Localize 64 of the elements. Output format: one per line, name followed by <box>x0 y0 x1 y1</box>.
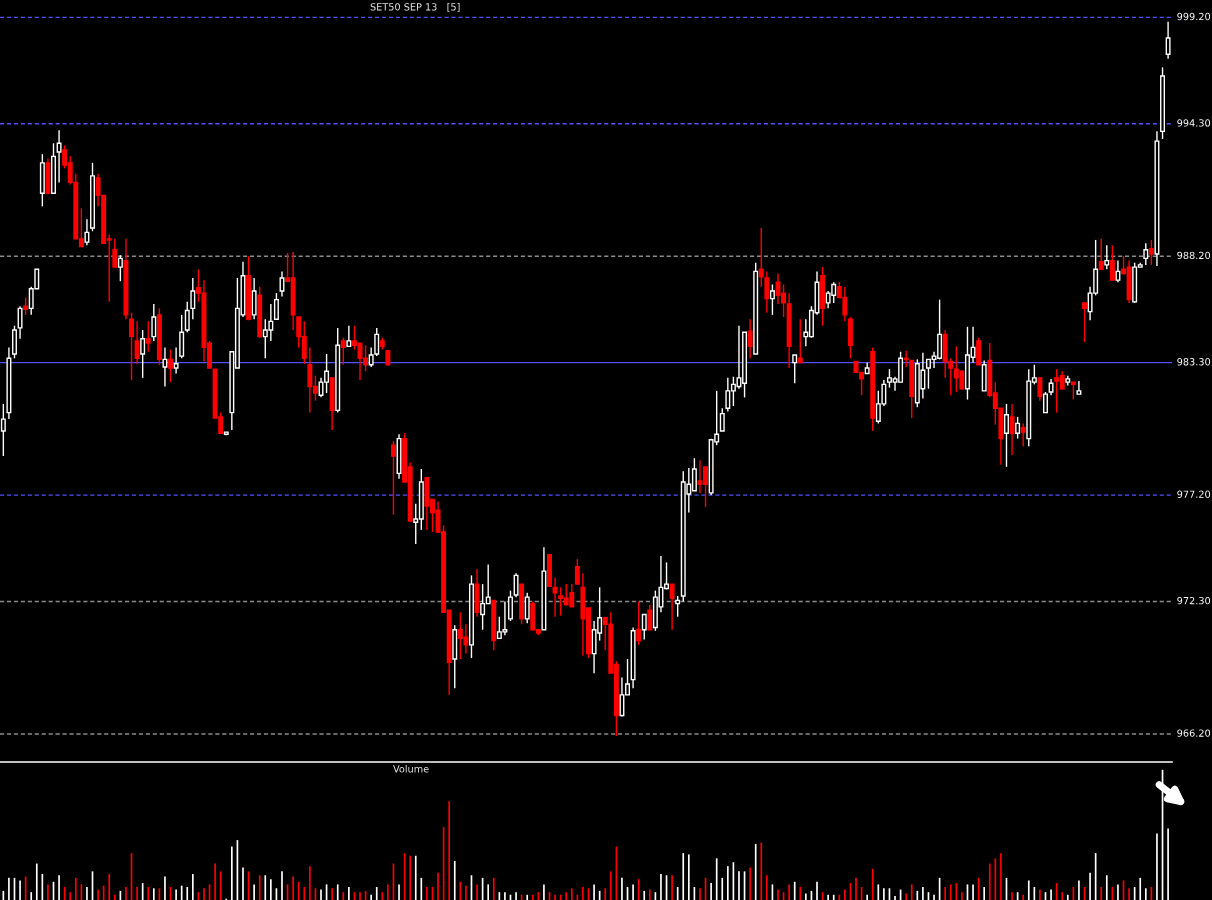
candlestick <box>513 572 519 598</box>
candlestick <box>1076 380 1082 395</box>
candlestick <box>1148 239 1154 266</box>
candlestick <box>112 238 118 268</box>
candlestick <box>56 129 62 184</box>
candlestick <box>84 218 90 247</box>
candlestick <box>669 583 675 631</box>
candlestick <box>12 325 17 359</box>
candlestick <box>769 283 775 316</box>
candlestick <box>129 311 135 381</box>
candlestick <box>1115 259 1121 283</box>
candlestick <box>340 336 346 366</box>
candlestick <box>1165 21 1171 60</box>
y-tick-label: 988.20 <box>1177 251 1211 260</box>
candlestick <box>524 592 530 624</box>
candlestick <box>162 346 168 388</box>
candlestick <box>17 305 23 340</box>
candlestick <box>552 576 558 618</box>
chart-title: Volume <box>393 765 429 773</box>
candlestick <box>1109 244 1115 281</box>
candlestick <box>1020 422 1026 447</box>
candlestick <box>508 589 513 622</box>
y-tick-label: 983.30 <box>1177 358 1211 366</box>
candlestick <box>346 325 352 348</box>
candlestick <box>903 349 909 368</box>
candlestick <box>792 354 798 384</box>
candlestick <box>1098 238 1104 270</box>
y-tick-label: 999.20 <box>1177 12 1211 21</box>
candlestick <box>1143 242 1149 266</box>
candlestick <box>145 320 151 353</box>
candlestick <box>1104 244 1110 270</box>
candlestick <box>636 600 642 646</box>
candlestick <box>134 320 140 365</box>
candlestick <box>168 348 174 383</box>
candlestick <box>574 558 580 585</box>
y-tick-label: 972.30 <box>1177 596 1211 605</box>
candlestick <box>140 329 146 379</box>
candlestick <box>184 301 190 333</box>
candlestick <box>117 254 123 282</box>
candlestick <box>1009 403 1015 456</box>
candlestick <box>1004 403 1009 468</box>
candlestick <box>641 613 647 641</box>
candlestick <box>1037 377 1043 402</box>
candlestick <box>179 314 185 359</box>
candlestick <box>647 604 653 631</box>
y-tick-label: 966.20 <box>1177 729 1211 737</box>
candlestick <box>1015 416 1021 440</box>
candlestick <box>190 277 196 320</box>
y-tick-label: 994.30 <box>1177 119 1211 127</box>
candlestick <box>0 403 6 457</box>
candlestick <box>251 277 257 320</box>
candlestick <box>797 318 803 364</box>
candlestick <box>747 318 753 359</box>
candlestick <box>151 303 157 342</box>
candlestick <box>273 292 279 320</box>
candlestick <box>390 440 396 516</box>
y-tick-label: 977.20 <box>1177 490 1211 498</box>
candlestick <box>719 407 725 432</box>
candlestick <box>173 346 179 375</box>
candlestick <box>675 595 681 618</box>
candlestick <box>1082 302 1087 343</box>
candlestick <box>1043 391 1048 414</box>
chart-title: SET50 SEP 13 [5] <box>370 3 460 12</box>
candlestick <box>976 336 982 366</box>
